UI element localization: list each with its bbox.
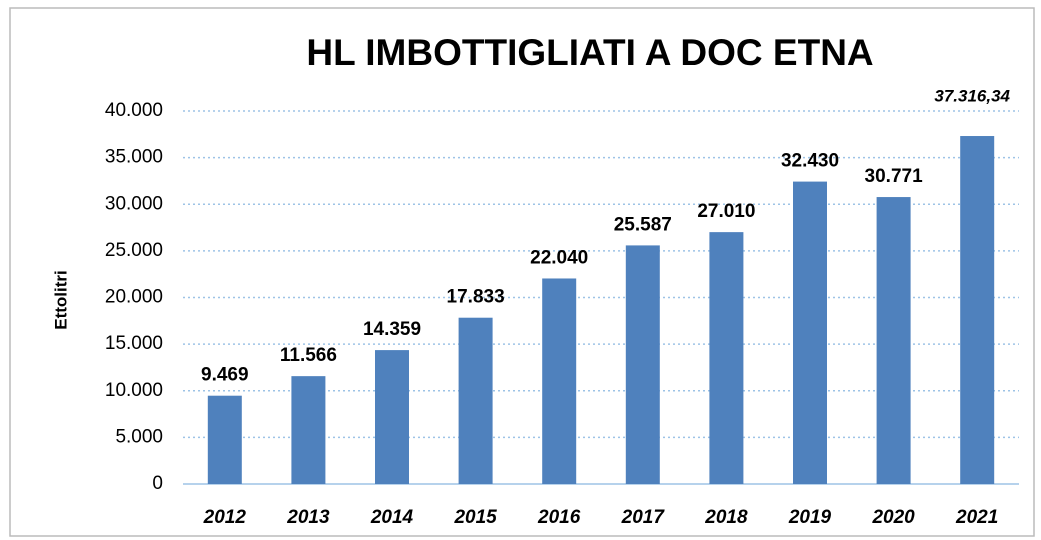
bar	[207, 395, 242, 484]
y-tick-label: 40.000	[105, 100, 163, 121]
y-tick-label: 10.000	[105, 380, 163, 401]
bar	[458, 317, 493, 484]
data-label: 30.771	[865, 166, 924, 187]
y-tick-label: 30.000	[105, 193, 163, 214]
x-tick-label: 2013	[286, 507, 330, 528]
y-tick-label: 0	[152, 473, 163, 494]
bar	[375, 350, 409, 484]
bar	[876, 197, 911, 484]
x-tick-label: 2018	[704, 507, 748, 528]
y-axis-label: Ettolitri	[51, 270, 70, 330]
chart-frame	[9, 7, 1035, 537]
y-tick-label: 35.000	[105, 147, 163, 168]
bar	[542, 278, 577, 484]
x-tick-label: 2015	[453, 507, 497, 528]
bar	[291, 376, 326, 484]
y-tick-label: 5.000	[115, 426, 163, 447]
y-tick-label: 15.000	[105, 333, 163, 354]
x-tick-label: 2019	[788, 507, 832, 528]
x-tick-label: 2016	[537, 507, 581, 528]
data-label: 27.010	[697, 201, 755, 222]
x-tick-label: 2020	[871, 507, 915, 528]
data-label: 14.359	[363, 319, 421, 340]
bar	[709, 232, 744, 484]
y-tick-label: 25.000	[105, 240, 163, 261]
chart-title: HL IMBOTTIGLIATI A DOC ETNA	[306, 32, 873, 73]
x-tick-label: 2017	[621, 507, 666, 528]
data-label: 25.587	[614, 214, 672, 235]
data-label: 17.833	[447, 287, 505, 308]
y-tick-label: 20.000	[105, 287, 163, 308]
x-tick-label: 2014	[370, 507, 414, 528]
bar	[793, 181, 827, 484]
data-label: 11.566	[280, 345, 337, 366]
data-label: 22.040	[530, 247, 588, 268]
data-label: 32.430	[781, 151, 839, 172]
x-tick-label: 2012	[203, 507, 247, 528]
data-label: 9.469	[201, 365, 249, 386]
bar	[625, 245, 660, 484]
bar	[960, 136, 995, 484]
data-label: 37.316,34	[934, 86, 1010, 105]
x-tick-label: 2021	[955, 507, 998, 528]
